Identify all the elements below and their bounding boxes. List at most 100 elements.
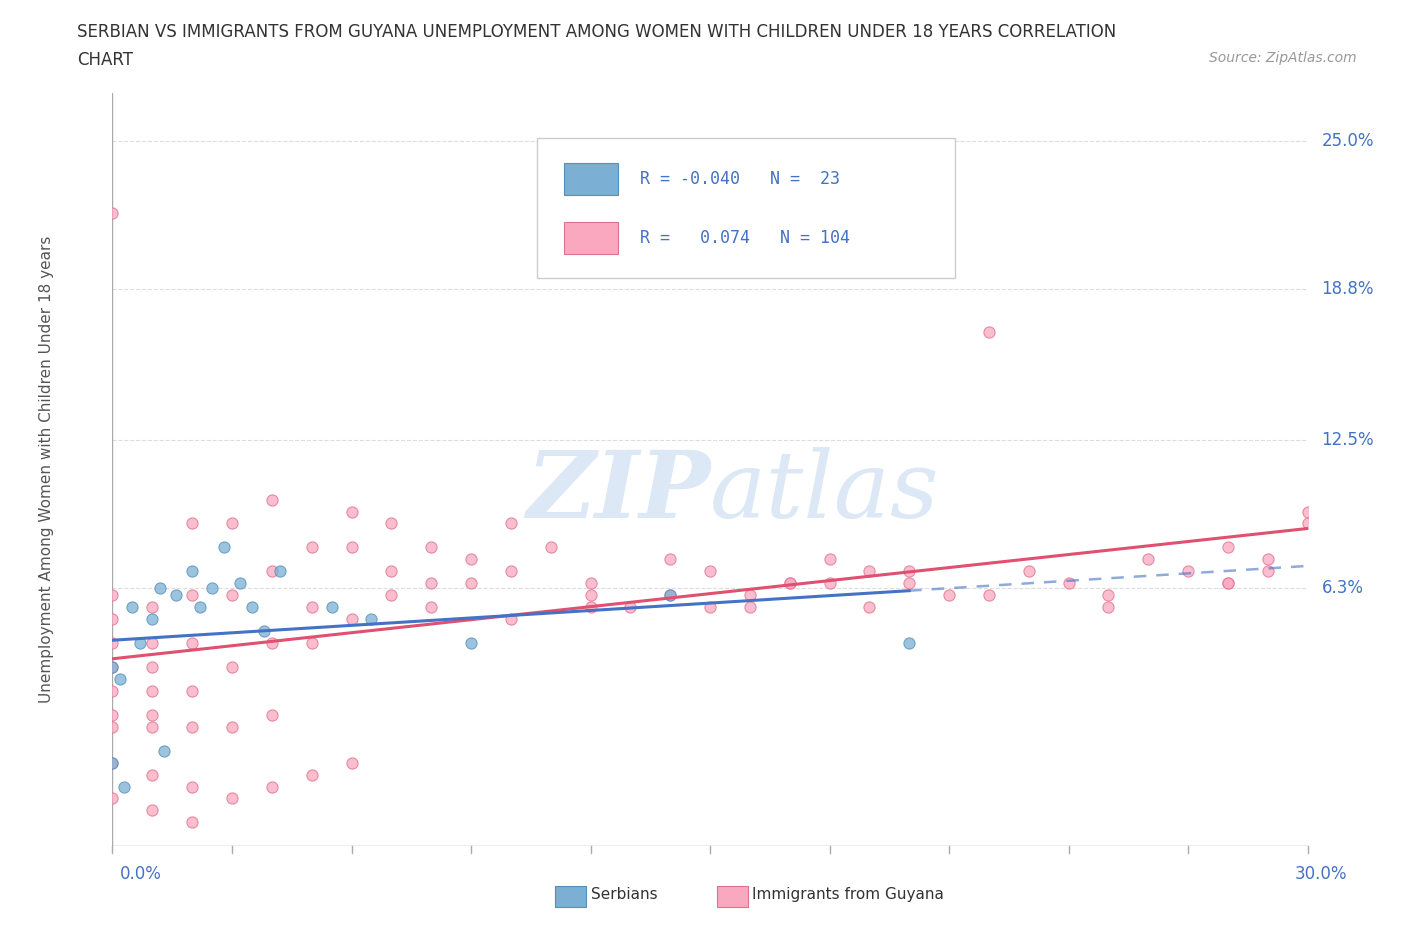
Text: Immigrants from Guyana: Immigrants from Guyana [752,887,943,902]
Point [221,659,243,674]
Point [301,600,323,615]
Point [141,659,163,674]
Point [165,588,187,603]
Point [1137,551,1160,566]
Point [141,612,163,627]
Point [499,612,522,627]
Point [977,588,1000,603]
Point [1097,588,1119,603]
Point [181,684,204,698]
Point [101,684,124,698]
Point [141,635,163,650]
Point [141,600,163,615]
Point [1057,576,1080,591]
Point [977,325,1000,339]
Text: SERBIAN VS IMMIGRANTS FROM GUYANA UNEMPLOYMENT AMONG WOMEN WITH CHILDREN UNDER 1: SERBIAN VS IMMIGRANTS FROM GUYANA UNEMPL… [77,23,1116,41]
Point [460,635,482,650]
Point [269,564,291,578]
Point [659,588,682,603]
Text: R =   0.074   N = 104: R = 0.074 N = 104 [640,229,849,247]
Point [540,540,562,555]
Point [141,708,163,723]
Point [201,580,224,595]
Point [221,791,243,806]
Point [101,588,124,603]
Point [181,719,204,734]
Point [779,576,801,591]
Text: Serbians: Serbians [591,887,657,902]
Point [221,516,243,531]
Text: 18.8%: 18.8% [1322,280,1374,299]
Point [181,635,204,650]
Point [1296,504,1319,519]
Point [141,684,163,698]
Point [260,708,283,723]
Point [253,624,276,639]
Point [898,564,921,578]
Point [579,576,602,591]
Point [898,576,921,591]
Point [659,588,682,603]
Point [260,779,283,794]
Point [1018,564,1040,578]
Point [221,719,243,734]
Point [141,803,163,817]
Point [1257,551,1279,566]
Point [101,719,124,734]
Point [420,600,443,615]
Point [260,564,283,578]
Point [229,576,252,591]
Point [1216,576,1239,591]
Point [858,564,880,578]
Point [141,719,163,734]
Point [360,612,382,627]
Point [1257,564,1279,578]
Point [301,540,323,555]
Text: atlas: atlas [710,447,939,538]
Point [779,576,801,591]
Point [181,564,204,578]
Text: 0.0%: 0.0% [120,865,162,883]
Point [420,576,443,591]
Point [129,635,152,650]
Point [460,576,482,591]
Point [240,600,263,615]
Point [460,551,482,566]
Point [738,600,761,615]
Point [181,516,204,531]
Point [380,564,402,578]
Point [659,551,682,566]
Text: CHART: CHART [77,51,134,69]
Point [699,564,721,578]
Point [321,600,343,615]
Text: 30.0%: 30.0% [1295,865,1347,883]
Point [101,635,124,650]
Text: R = -0.040   N =  23: R = -0.040 N = 23 [640,170,839,188]
Point [153,743,176,758]
Point [101,755,124,770]
Point [101,659,124,674]
Point [340,540,363,555]
Point [260,492,283,507]
Point [818,551,841,566]
Point [110,671,132,686]
Point [101,612,124,627]
Point [101,659,124,674]
Text: 12.5%: 12.5% [1322,431,1374,449]
FancyBboxPatch shape [537,139,955,277]
Point [1097,600,1119,615]
Point [1216,540,1239,555]
Text: ZIP: ZIP [526,447,710,538]
Text: 6.3%: 6.3% [1322,579,1364,597]
Point [420,540,443,555]
Point [114,779,135,794]
Point [301,635,323,650]
Point [181,779,204,794]
Point [1296,516,1319,531]
Point [380,516,402,531]
Point [260,635,283,650]
Point [1177,564,1199,578]
FancyBboxPatch shape [564,222,619,254]
Point [1216,576,1239,591]
Point [101,206,124,220]
